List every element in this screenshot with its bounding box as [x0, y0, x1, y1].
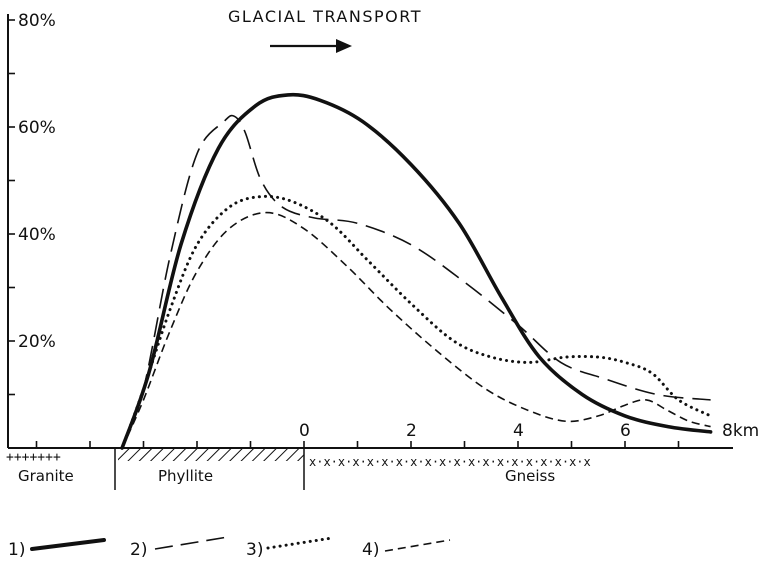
x-tick-label: 2: [406, 421, 417, 441]
series-group: [120, 92, 713, 450]
rock-label-granite: Granite: [18, 467, 74, 485]
transport-arrow-icon: [270, 39, 352, 53]
legend: 1) 2) 3) 4): [8, 536, 451, 560]
gneiss-pattern: x·x·x·x·x·x·x·x·x·x·x·x·x·x·x·x·x·x·x·x: [309, 455, 591, 469]
legend-swatch-4: [384, 539, 451, 552]
series-line-4: [121, 211, 711, 449]
phyllite-hatch: [118, 449, 304, 461]
series-line-3: [120, 194, 713, 450]
chart-title: GLACIAL TRANSPORT: [228, 7, 422, 26]
rock-label-phyllite: Phyllite: [158, 467, 213, 485]
x-axis-end-label: 8km: [722, 421, 759, 441]
granite-pattern: +++++++: [6, 450, 61, 465]
x-ticks: 0 2 4 6: [35, 421, 680, 448]
legend-swatch-1: [30, 538, 106, 551]
y-tick-label: 60%: [18, 118, 56, 138]
rock-label-gneiss: Gneiss: [505, 467, 555, 485]
y-tick-label: 80%: [18, 11, 56, 31]
legend-label-2: 2): [130, 540, 147, 560]
series-line-1: [120, 92, 713, 450]
series-line-2: [121, 114, 711, 449]
y-tick-label: 20%: [18, 332, 56, 352]
y-ticks: 20% 40% 60% 80%: [8, 11, 56, 396]
legend-label-3: 3): [246, 540, 263, 560]
x-tick-label: 0: [299, 421, 310, 441]
y-tick-label: 40%: [18, 225, 56, 245]
legend-label-1: 1): [8, 540, 25, 560]
bedrock-strip: +++++++ x·x·x·x·x·x·x·x·x·x·x·x·x·x·x·x·…: [6, 448, 591, 490]
x-tick-label: 6: [620, 421, 631, 441]
legend-label-4: 4): [362, 540, 379, 560]
x-tick-label: 4: [513, 421, 524, 441]
legend-swatch-3: [266, 536, 334, 550]
legend-swatch-2: [154, 536, 229, 550]
